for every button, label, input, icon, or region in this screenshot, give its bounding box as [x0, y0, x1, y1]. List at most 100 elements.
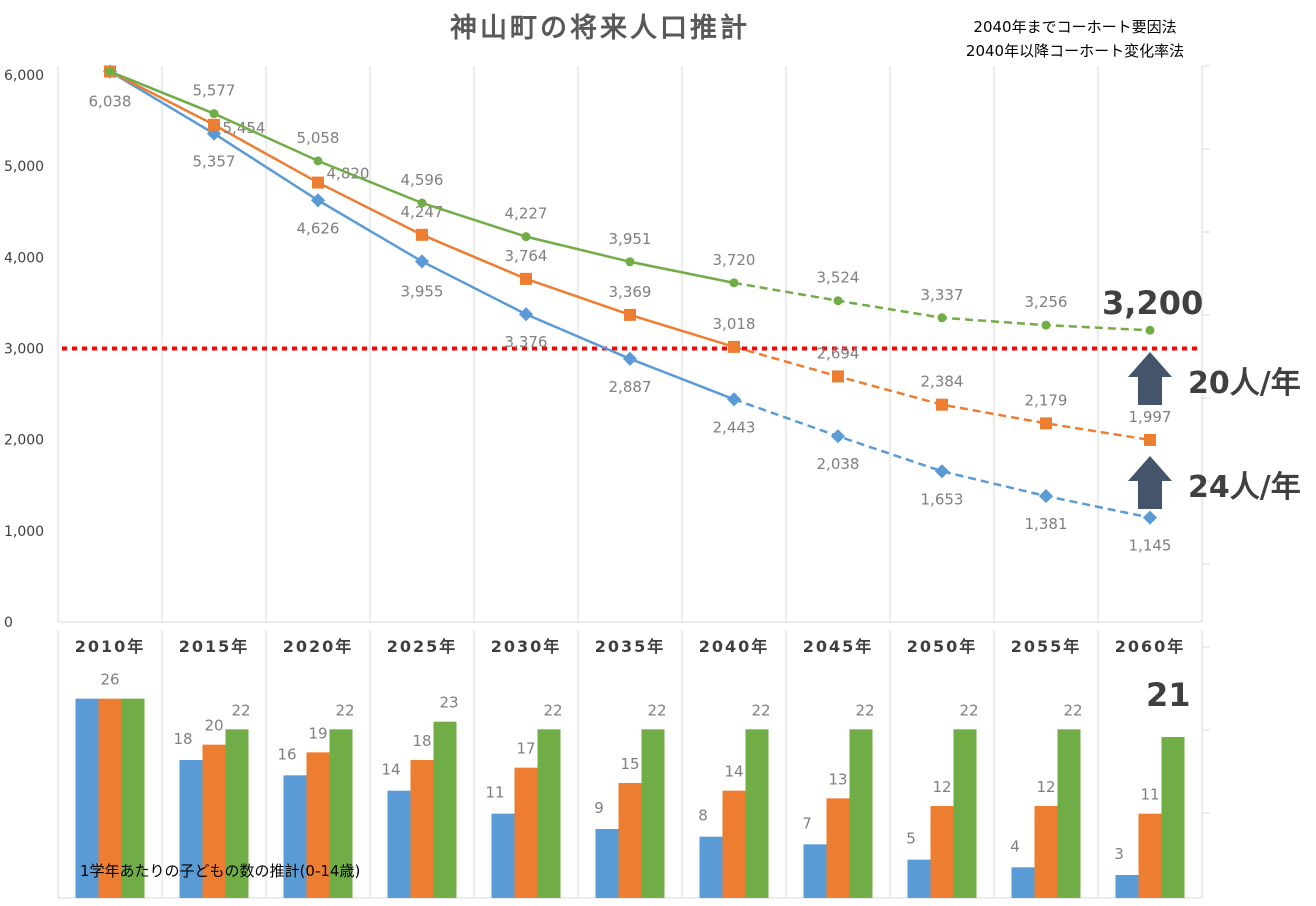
category-label: 2055年 [1011, 637, 1082, 656]
line-data-label: 3,524 [817, 269, 860, 287]
bar-series-3 [121, 698, 145, 898]
line-marker-circle [417, 198, 427, 208]
bar-data-label: 14 [724, 763, 743, 781]
bar-series-2 [930, 806, 954, 898]
bar-data-label: 26 [100, 671, 119, 689]
bar-data-label: 14 [381, 761, 400, 779]
category-label: 2060年 [1115, 637, 1186, 656]
bar-series-3 [745, 729, 769, 898]
bar-series-2 [722, 790, 746, 898]
line-data-label: 2,887 [609, 378, 652, 396]
category-label: 2050年 [907, 637, 978, 656]
y-tick-label: 1,000 [4, 524, 44, 540]
method-note-2: 2040年以降コーホート変化率法 [965, 42, 1185, 60]
up-arrow-icon [1128, 352, 1172, 405]
line-series-2-dashed [733, 345, 1151, 442]
bar-series-2 [826, 798, 850, 898]
bar-data-label: 15 [620, 755, 639, 773]
bar-series-3 [1161, 737, 1185, 898]
bar-series-3 [433, 721, 457, 898]
line-data-label: 5,577 [193, 82, 236, 100]
line-marker-circle [105, 67, 115, 77]
line-marker-diamond [934, 464, 950, 479]
line-data-label: 3,018 [713, 315, 756, 333]
bar-series-3 [849, 729, 873, 898]
line-marker-square [728, 340, 740, 353]
bar-series-1 [179, 760, 203, 898]
bar-data-label: 13 [828, 770, 847, 788]
line-data-label: 2,443 [713, 418, 756, 436]
line-data-label: 4,626 [297, 219, 340, 237]
bar-data-label: 19 [308, 724, 327, 742]
bar-data-label: 22 [751, 701, 770, 719]
line-marker-circle [625, 257, 635, 267]
line-marker-diamond [1038, 489, 1054, 504]
bar-data-label: 22 [647, 701, 666, 719]
category-label: 2045年 [803, 637, 874, 656]
y-tick-label: 5,000 [4, 159, 44, 175]
category-label: 2015年 [179, 637, 250, 656]
up-arrow-icon [1128, 456, 1172, 509]
bar-data-label: 16 [277, 745, 296, 763]
bar-series-3 [329, 729, 353, 898]
bar-data-label: 11 [485, 784, 504, 802]
line-marker-square [520, 272, 532, 285]
line-data-label: 3,764 [505, 247, 548, 265]
category-label: 2025年 [387, 637, 458, 656]
line-marker-diamond [310, 193, 326, 208]
line-marker-square [832, 370, 844, 383]
category-label: 2010年 [75, 637, 146, 656]
line-marker-square [1040, 417, 1052, 430]
bar-series-1 [75, 698, 99, 898]
line-marker-square [416, 228, 428, 241]
line-data-label: 3,955 [401, 282, 444, 300]
bar-data-label: 5 [906, 830, 916, 848]
lower-rate-callout: 24人/年 [1188, 470, 1301, 505]
line-data-label: 5,357 [193, 153, 236, 171]
bar-data-label: 17 [516, 740, 535, 758]
bar-data-label: 22 [959, 701, 978, 719]
bar-data-label: 22 [543, 701, 562, 719]
bar-data-label: 4 [1010, 837, 1020, 855]
y-tick-label: 4,000 [4, 250, 44, 266]
line-data-label: 2,384 [921, 373, 964, 391]
bar-series-3 [1057, 729, 1081, 898]
bar-series-2 [306, 752, 330, 898]
line-marker-circle [729, 278, 739, 288]
line-marker-square [312, 176, 324, 189]
bar-data-label: 22 [1063, 701, 1082, 719]
y-tick-label: 6,000 [4, 68, 44, 84]
bar-data-label: 8 [698, 807, 708, 825]
bar-series-1 [1115, 875, 1139, 898]
bar-series-1 [1011, 867, 1035, 898]
bar-data-label: 3 [1114, 845, 1124, 863]
category-label: 2040年 [699, 637, 770, 656]
bar-series-1 [491, 813, 515, 898]
line-data-label: 4,596 [401, 171, 444, 189]
line-marker-diamond [622, 351, 638, 366]
line-data-label: 2,179 [1025, 391, 1068, 409]
line-marker-circle [1145, 325, 1155, 335]
bar-data-label: 18 [412, 732, 431, 750]
line-data-label: 3,369 [609, 283, 652, 301]
bar-final-callout: 21 [1146, 676, 1191, 714]
bar-series-1 [907, 859, 931, 898]
line-data-label: 5,058 [297, 129, 340, 147]
line-marker-diamond [1142, 510, 1158, 525]
bar-data-label: 11 [1140, 786, 1159, 804]
category-label: 2030年 [491, 637, 562, 656]
line-marker-circle [313, 156, 323, 166]
bar-series-2 [1138, 813, 1162, 898]
bar-data-label: 7 [802, 814, 812, 832]
line-marker-circle [833, 296, 843, 306]
bar-series-2 [618, 783, 642, 898]
bar-series-2 [1034, 806, 1058, 898]
line-marker-square [208, 118, 220, 131]
bar-series-3 [225, 729, 249, 898]
bar-series-3 [953, 729, 977, 898]
line-marker-circle [521, 232, 531, 242]
line-data-label: 2,038 [817, 455, 860, 473]
bar-series-3 [537, 729, 561, 898]
